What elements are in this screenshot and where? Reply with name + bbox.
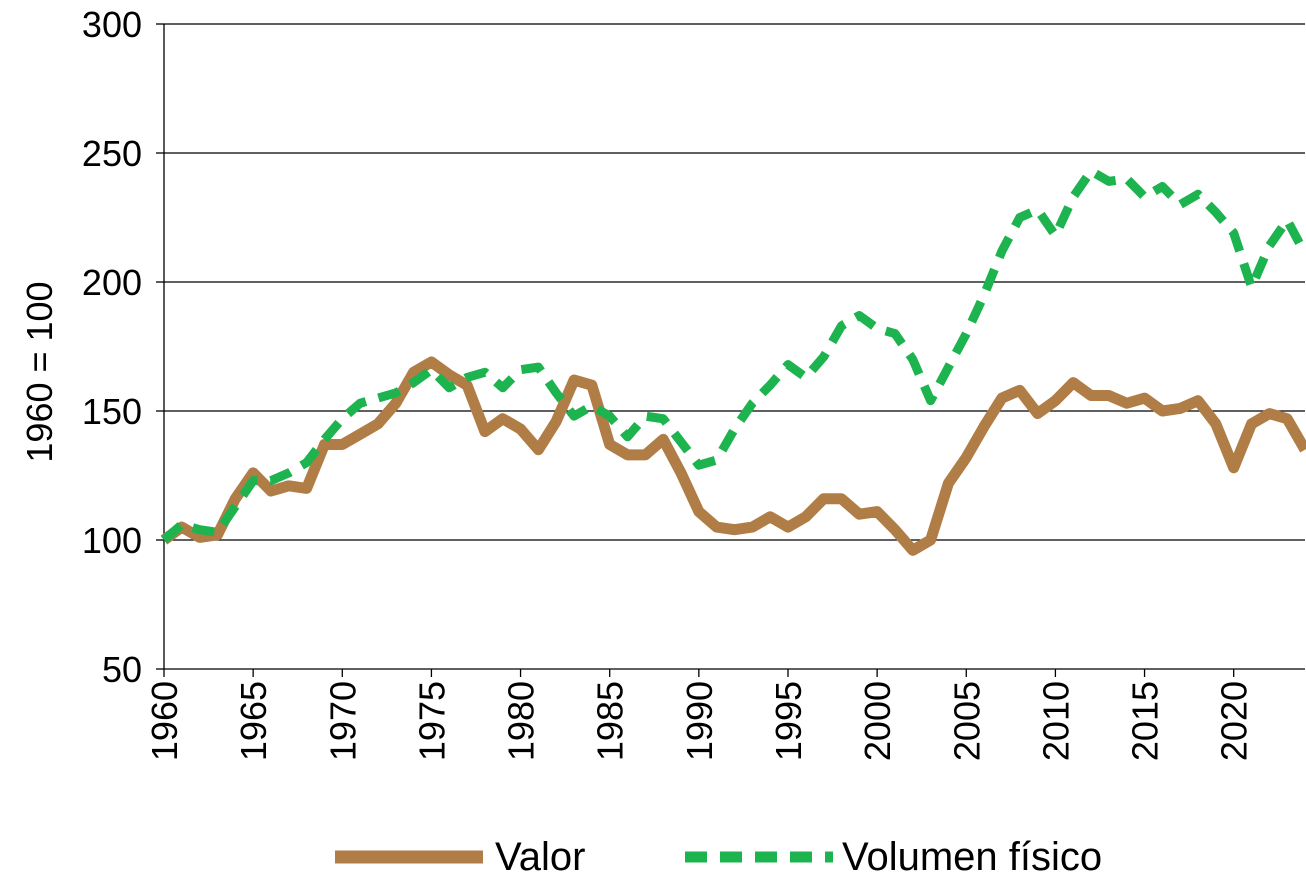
x-tick-label: 2005	[946, 681, 987, 761]
x-tick-label: 2015	[1125, 681, 1166, 761]
series-line	[161, 166, 1306, 544]
x-tick-label: 1995	[768, 681, 809, 761]
y-tick-label: 200	[82, 262, 142, 303]
y-tick-label: 300	[82, 4, 142, 45]
x-tick-label: 1970	[322, 681, 363, 761]
x-tick-label: 1985	[590, 681, 631, 761]
y-axis-label: 1960 = 100	[19, 281, 60, 462]
x-tick-label: 1990	[679, 681, 720, 761]
x-tick-label: 2000	[857, 681, 898, 761]
x-tick-label: 2010	[1035, 681, 1076, 761]
y-tick-label: 250	[82, 133, 142, 174]
y-tick-label: 150	[82, 391, 142, 432]
series-line	[160, 356, 1306, 556]
x-tick-label: 1960	[144, 681, 185, 761]
legend-label: Valor	[495, 835, 585, 879]
y-tick-label: 100	[82, 520, 142, 561]
x-tick-label: 1980	[501, 681, 542, 761]
y-tick-label: 50	[102, 649, 142, 690]
x-tick-label: 1965	[233, 681, 274, 761]
legend-label: Volumen físico	[842, 835, 1102, 879]
x-tick-label: 2020	[1214, 681, 1255, 761]
x-tick-label: 1975	[411, 681, 452, 761]
